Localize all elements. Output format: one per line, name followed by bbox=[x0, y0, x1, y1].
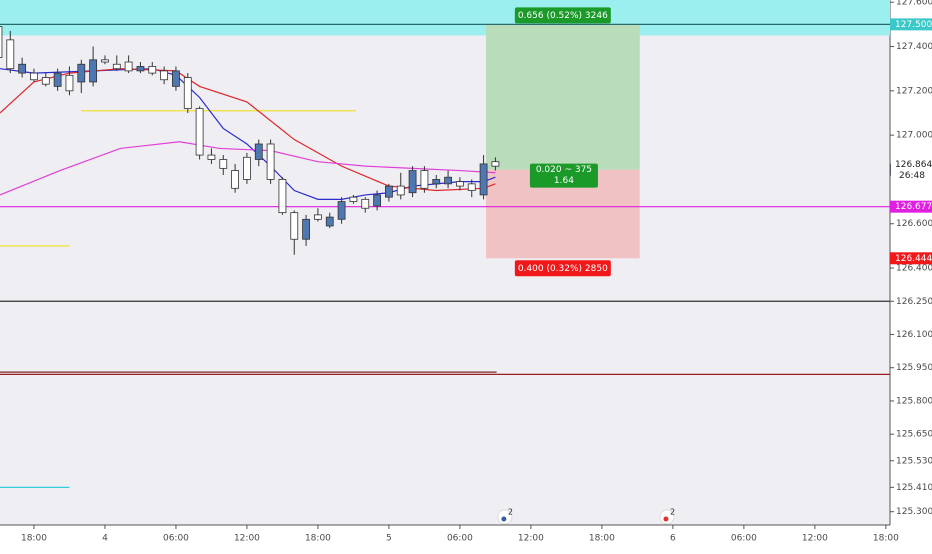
price-label-bg bbox=[890, 252, 932, 265]
candle-body bbox=[432, 179, 441, 185]
y-tick-label: 126.250 bbox=[896, 297, 932, 307]
candle-body bbox=[349, 196, 358, 202]
y-tick-label: 126.600 bbox=[896, 219, 932, 229]
event-dot bbox=[501, 516, 507, 522]
candle-body bbox=[385, 185, 393, 198]
event-count: 2 bbox=[508, 508, 513, 517]
x-tick-label: 06:00 bbox=[731, 534, 757, 544]
candle-body bbox=[231, 170, 240, 189]
x-tick-label: 4 bbox=[102, 534, 108, 544]
x-tick-label: 18:00 bbox=[21, 534, 47, 544]
x-tick-label: 18:00 bbox=[305, 534, 331, 544]
candle-body bbox=[136, 66, 145, 72]
position-label-bg bbox=[514, 7, 611, 24]
candle-body bbox=[124, 61, 133, 72]
price-label-bg bbox=[890, 200, 932, 213]
x-tick-label: 06:00 bbox=[163, 534, 189, 544]
candle-body bbox=[160, 70, 169, 81]
candle-body bbox=[195, 108, 204, 156]
candle-body bbox=[408, 170, 417, 194]
y-tick-label: 125.800 bbox=[896, 396, 932, 406]
candle-body bbox=[479, 163, 488, 196]
candle-body bbox=[41, 77, 50, 85]
candle-body bbox=[467, 183, 476, 191]
candle-body bbox=[207, 154, 216, 160]
y-tick-label: 125.650 bbox=[896, 430, 932, 440]
candle-body bbox=[254, 143, 263, 160]
y-tick-label: 125.300 bbox=[896, 507, 932, 517]
y-tick-label: 127.200 bbox=[896, 86, 932, 96]
current-price: 126.864 bbox=[895, 160, 932, 170]
zone bbox=[0, 0, 890, 36]
candle-body bbox=[314, 214, 322, 220]
x-tick-label: 12:00 bbox=[234, 534, 260, 544]
candle-body bbox=[172, 70, 180, 87]
candle-body bbox=[148, 66, 157, 74]
y-tick-label: 127.400 bbox=[896, 42, 932, 52]
candle-body bbox=[6, 39, 15, 70]
x-tick-label: 5 bbox=[386, 534, 392, 544]
x-tick-label: 18:00 bbox=[589, 534, 615, 544]
candle-body bbox=[18, 63, 27, 74]
candle-body bbox=[53, 72, 62, 87]
plot-background bbox=[0, 0, 890, 525]
candle-body bbox=[183, 77, 192, 109]
candle-body bbox=[278, 179, 287, 214]
candle-body bbox=[456, 181, 464, 187]
x-tick-label: 18:00 bbox=[873, 534, 899, 544]
candle-body bbox=[420, 170, 429, 189]
price-label: 126.444 bbox=[895, 254, 932, 264]
price-label: 127.500 bbox=[895, 20, 932, 30]
candle-body bbox=[302, 218, 310, 240]
x-tick-label: 12:00 bbox=[518, 534, 544, 544]
candle-body bbox=[30, 72, 38, 81]
info-label-bg bbox=[529, 163, 598, 188]
candle-body bbox=[77, 63, 86, 83]
candle-body bbox=[290, 212, 299, 240]
y-tick-label: 126.400 bbox=[896, 264, 932, 274]
y-tick-label: 127.600 bbox=[896, 0, 932, 8]
position-label-bg bbox=[514, 260, 611, 277]
info-label: 0.020 ~ 375 bbox=[536, 165, 592, 175]
y-tick-label: 125.950 bbox=[896, 363, 932, 373]
event-dot bbox=[663, 516, 669, 522]
target-label: 0.656 (0.52%) 3246 bbox=[518, 11, 608, 21]
candle-body bbox=[444, 176, 452, 185]
candle-body bbox=[266, 143, 275, 180]
candle-body bbox=[112, 63, 121, 70]
x-tick-label: 6 bbox=[670, 534, 676, 544]
candle-body bbox=[337, 201, 346, 220]
info-label: 1.64 bbox=[554, 176, 574, 186]
candle-body bbox=[0, 26, 3, 58]
candle-body bbox=[219, 159, 228, 169]
candle-body bbox=[65, 74, 74, 92]
current-price-bg bbox=[891, 158, 932, 183]
x-tick-label: 06:00 bbox=[447, 534, 473, 544]
candle-body bbox=[373, 194, 381, 207]
price-label-bg bbox=[890, 18, 932, 31]
y-tick-label: 127.000 bbox=[896, 131, 932, 141]
candle-body bbox=[243, 156, 251, 180]
candle-body bbox=[325, 216, 334, 227]
candle-body bbox=[396, 185, 405, 196]
countdown: 26:48 bbox=[899, 171, 925, 181]
event-count: 2 bbox=[670, 508, 675, 517]
target-zone bbox=[485, 24, 640, 170]
y-tick-label: 126.100 bbox=[896, 330, 932, 340]
candle-body bbox=[491, 161, 500, 167]
candle-body bbox=[361, 198, 370, 209]
y-tick-label: 125.410 bbox=[896, 483, 932, 493]
candle-body bbox=[89, 59, 98, 83]
price-label: 126.677 bbox=[895, 202, 932, 212]
x-tick-label: 12:00 bbox=[802, 534, 828, 544]
stop-label: 0.400 (0.32%) 2850 bbox=[518, 264, 608, 274]
y-tick-label: 125.530 bbox=[896, 456, 932, 466]
candle-body bbox=[101, 59, 109, 63]
